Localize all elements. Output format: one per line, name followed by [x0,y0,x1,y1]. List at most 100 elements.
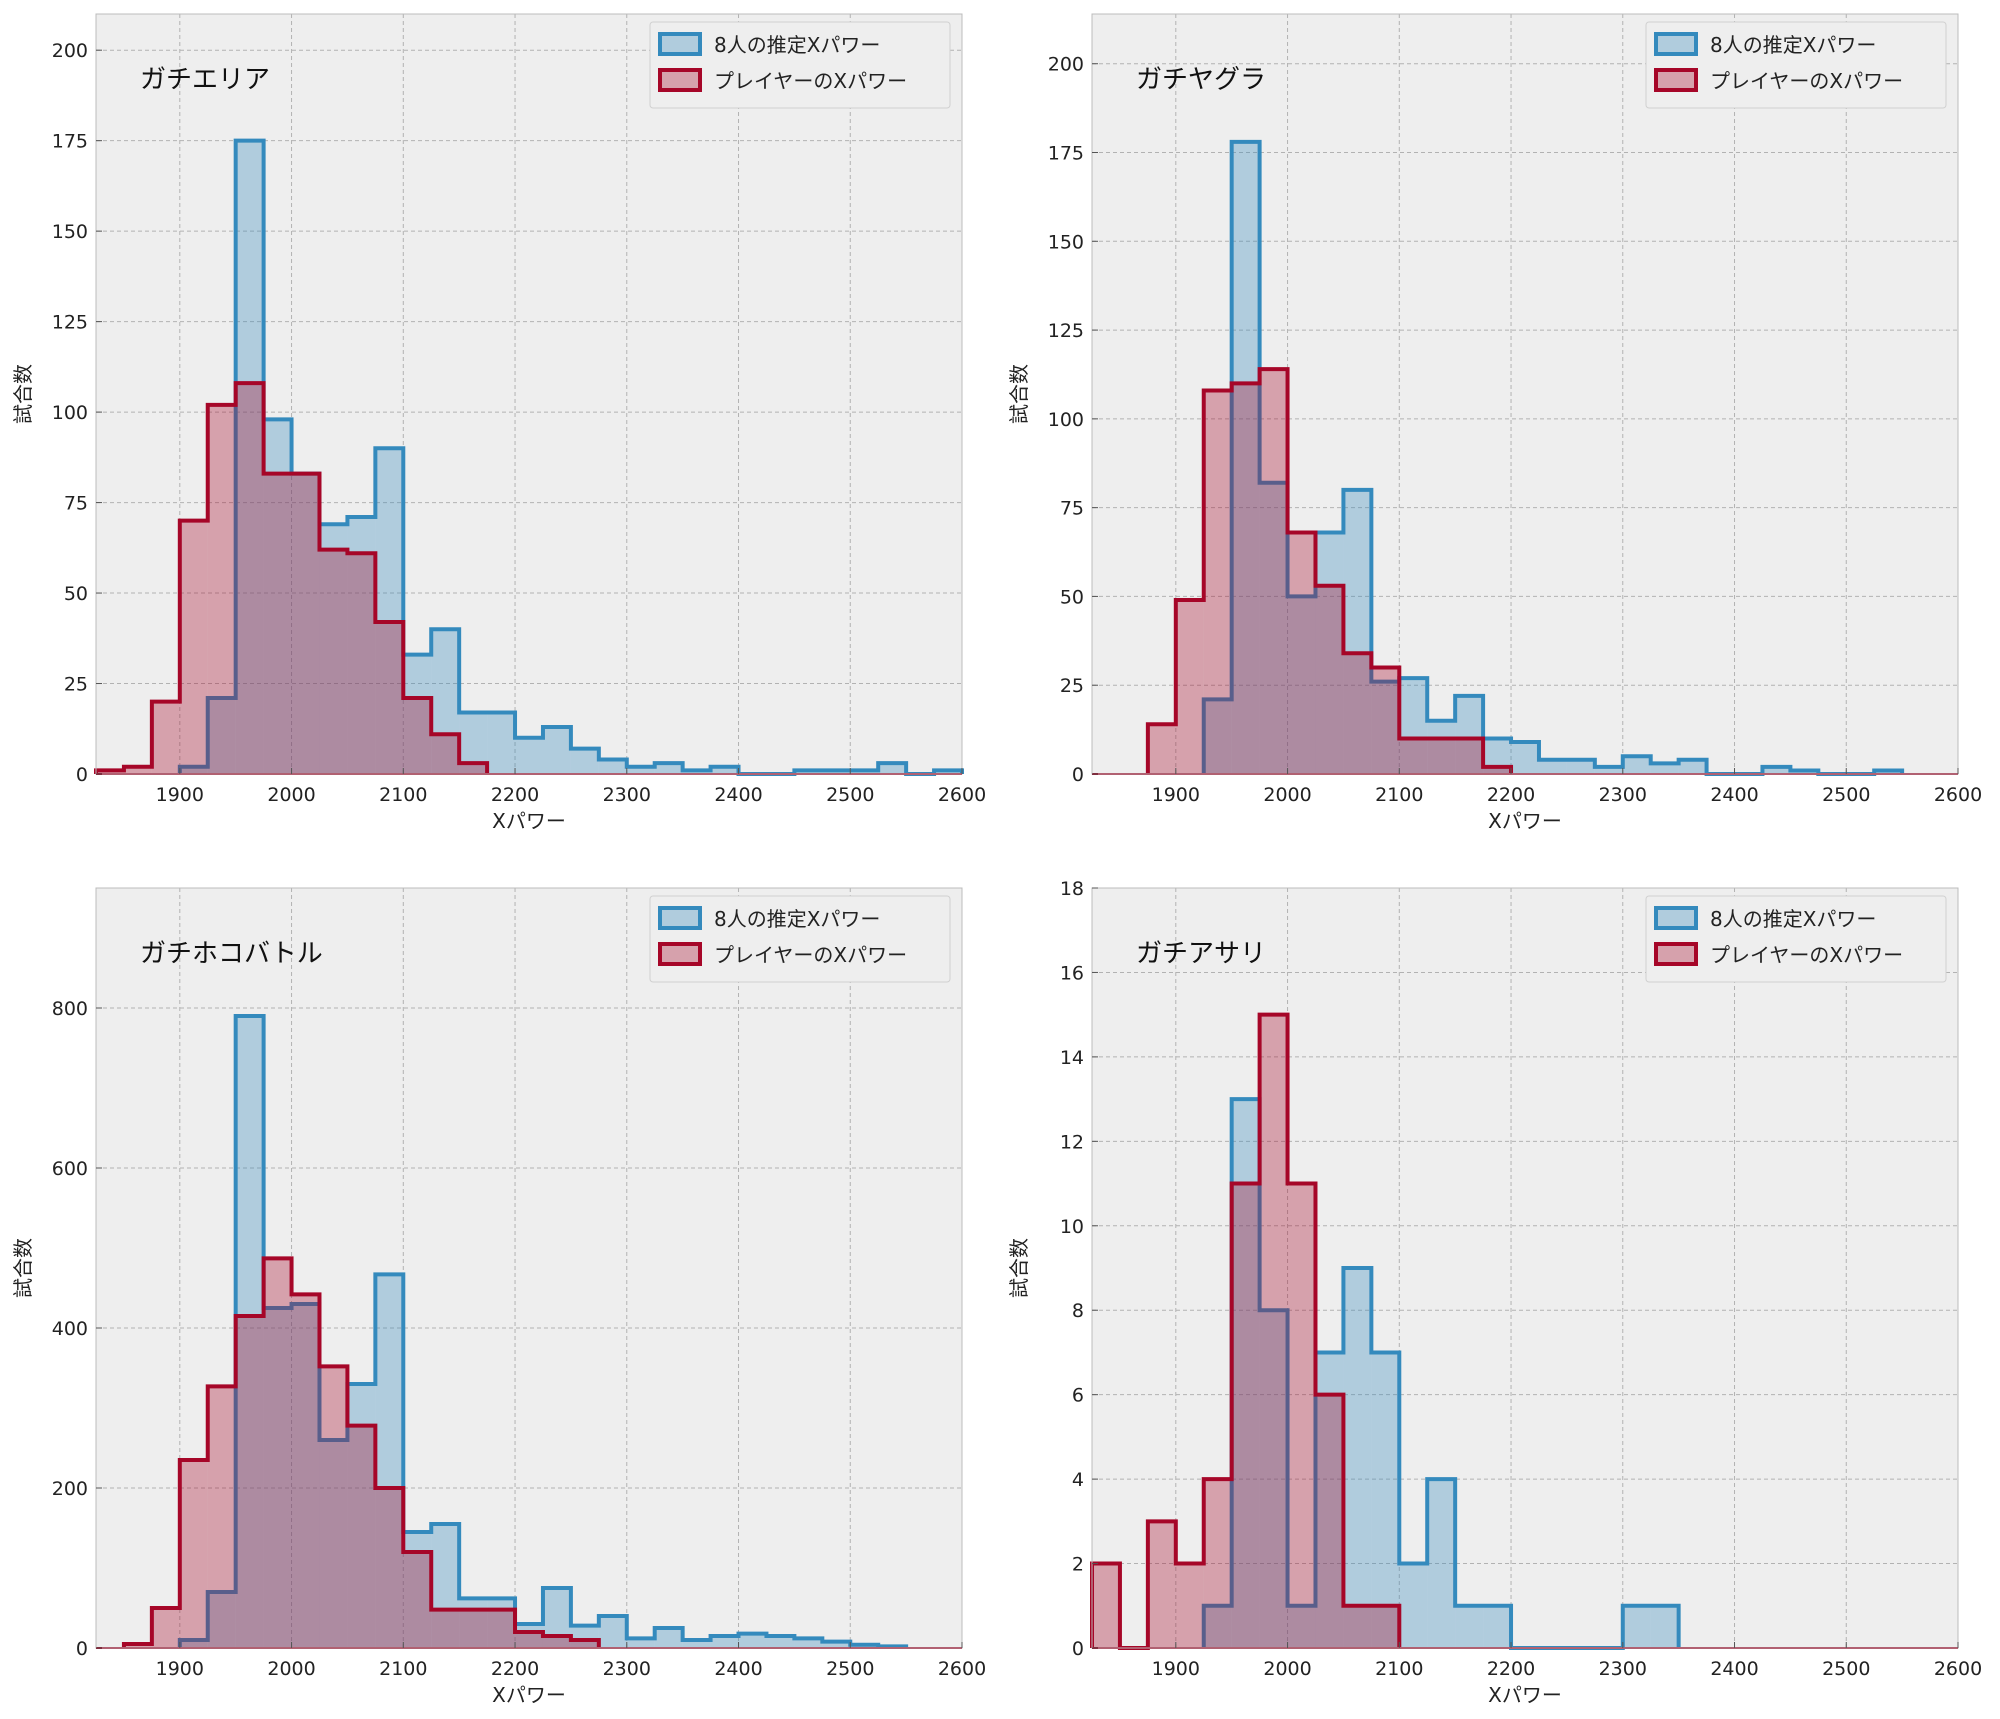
hist-bin [1287,532,1316,774]
hist-bin [710,1636,739,1648]
y-tick-label: 0 [1072,1638,1084,1660]
hist-bin [487,712,516,774]
hist-bin [598,1616,627,1648]
x-tick-label: 2500 [1822,1658,1870,1680]
x-tick-label: 2400 [714,1658,762,1680]
y-tick-label: 0 [76,764,88,786]
hist-bin [207,698,236,774]
legend-label: プレイヤーのXパワー [1710,943,1903,967]
x-tick-label: 2600 [938,1658,986,1680]
hist-bin [738,1633,767,1648]
plot-frame [95,887,963,1649]
y-tick-label: 25 [1060,675,1084,697]
hist-bin [682,1640,711,1648]
hist-outline [1201,139,1905,776]
hist-bin [375,1274,404,1648]
hist-bin [1455,695,1484,774]
series-player [94,381,962,775]
hist-bin [431,629,460,774]
hist-bin [570,1625,599,1648]
legend-box [1645,895,1947,983]
hist-bin [1483,1605,1512,1648]
x-tick-label: 2600 [1934,784,1982,806]
legend-label: 8人の推定Xパワー [1710,907,1876,931]
plot-area [1092,888,1958,1648]
y-tick-label: 10 [1060,1216,1084,1238]
hist-bin [1511,742,1539,774]
hist-bin [515,1624,543,1648]
x-tick-label: 2300 [1599,784,1647,806]
x-tick-label: 2600 [1934,1658,1982,1680]
y-tick-label: 8 [1072,1300,1084,1322]
chart-panel-2: 1900 2000 2100 2200 2300 2400 2500 2600 0 200 400 6… [11,887,986,1707]
legend-label: 8人の推定Xパワー [714,33,880,57]
hist-bin [1566,759,1595,774]
hist-bin [1343,1268,1372,1648]
legend-label: プレイヤーのXパワー [714,943,907,967]
x-tick-label: 2100 [1375,784,1423,806]
hist-bin [207,1592,236,1648]
y-tick-label: 6 [1072,1385,1084,1407]
hist-bin [654,763,683,774]
hist-bin [1231,1099,1260,1648]
hist-bin [1371,1352,1400,1648]
y-tick-label: 12 [1060,1131,1084,1153]
hist-bin [1678,759,1707,774]
hist-bin [626,1638,655,1648]
hist-bin [542,726,571,774]
hist-bin [710,766,739,774]
hist-bin [207,404,236,774]
hist-bin [235,1016,264,1648]
hist-bin [1231,1183,1260,1648]
hist-bin [1315,532,1344,774]
hist-outline [177,138,964,776]
hist-bin [487,1609,516,1648]
hist-bin [1203,1605,1232,1648]
hist-bin [1343,489,1372,774]
hist-bin [1231,383,1260,774]
hist-bin [1622,756,1651,774]
x-tick-label: 2500 [826,1658,874,1680]
x-tick-label: 2200 [1487,1658,1535,1680]
x-tick-label: 2300 [1599,1658,1647,1680]
hist-bin [291,473,320,774]
hist-bin [459,763,488,774]
legend-swatch [658,32,702,56]
series-estimated [96,138,964,776]
hist-bin [1650,1605,1679,1648]
hist-bin [1371,1605,1400,1648]
hist-bin [319,549,348,774]
hist-outline [1145,367,1514,774]
hist-bin [1399,678,1428,774]
hist-bin [626,766,655,774]
y-tick-label: 16 [1060,962,1084,984]
y-tick-label: 200 [52,40,88,62]
hist-bin [179,766,208,774]
hist-bin [766,1636,795,1648]
y-tick-label: 200 [1048,54,1084,76]
hist-bin [1762,766,1791,774]
hist-bin [1315,585,1344,774]
hist-bin [291,1294,320,1648]
hist-bin [1287,1183,1316,1648]
y-tick-label: 14 [1060,1047,1084,1069]
x-tick-label: 1900 [1152,784,1200,806]
x-tick-label: 2300 [603,784,651,806]
legend-box [1645,21,1947,109]
hist-outline [177,1014,909,1649]
x-tick-label: 2000 [267,784,315,806]
x-tick-label: 2200 [491,1658,539,1680]
hist-bin [487,1598,516,1648]
y-axis-label: 試合数 [1007,1238,1031,1298]
x-axis-label: Xパワー [492,809,566,833]
chart-panel-1: 1900 2000 2100 2200 2300 2400 2500 2600 0 25 50 75 1… [1007,13,1982,833]
y-tick-label: 125 [52,312,88,334]
hist-bin [1650,763,1679,774]
hist-bin [459,1598,488,1648]
y-tick-label: 75 [64,493,88,515]
x-tick-label: 2100 [379,784,427,806]
hist-bin [1399,738,1428,774]
